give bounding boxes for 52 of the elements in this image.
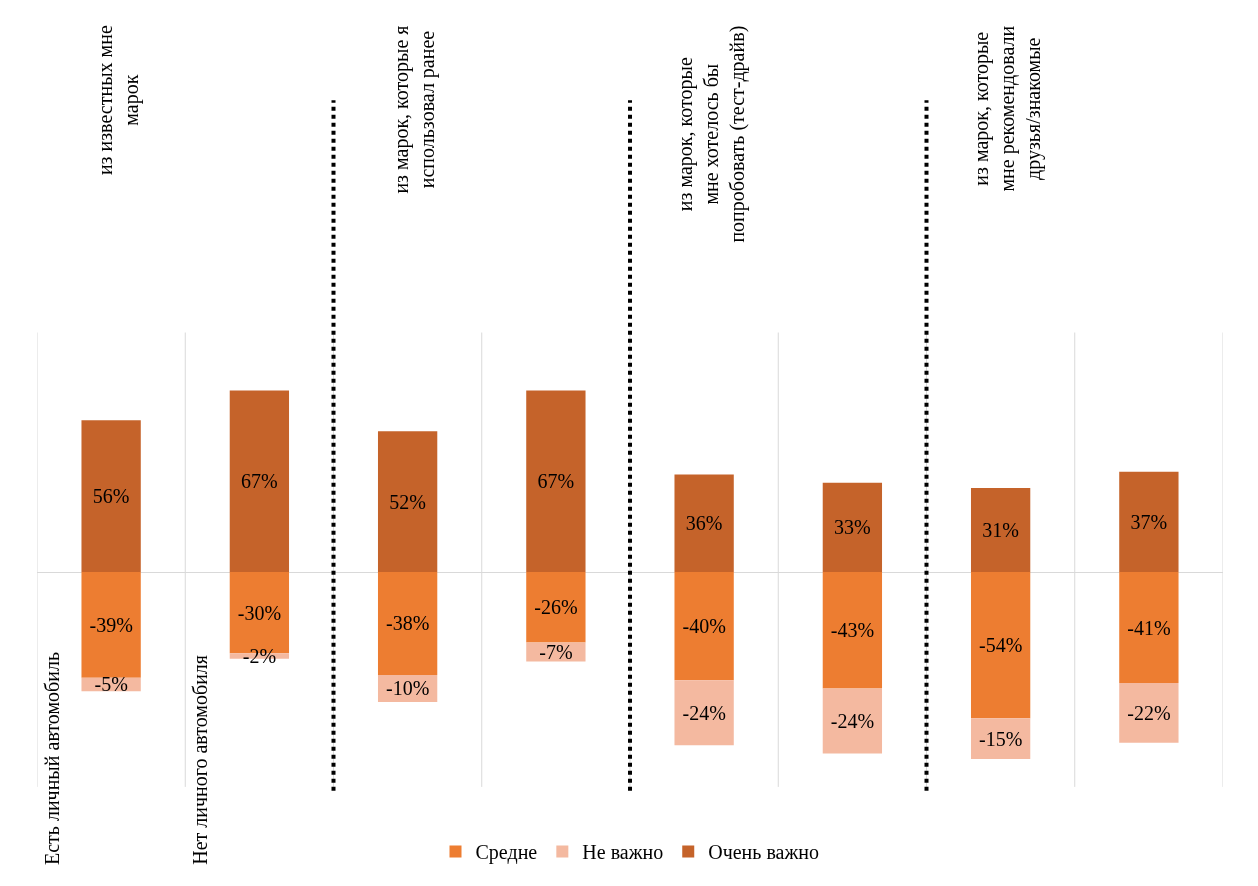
bar bbox=[81, 572, 141, 678]
data-label: -30% bbox=[237, 601, 282, 624]
data-label: 56% bbox=[92, 485, 130, 508]
bar bbox=[674, 572, 734, 681]
data-label: 52% bbox=[389, 490, 426, 513]
legend-label: Не важно bbox=[582, 841, 664, 864]
data-label: -24% bbox=[682, 701, 726, 724]
bar bbox=[526, 572, 586, 643]
data-label: 36% bbox=[685, 512, 723, 535]
data-label: 31% bbox=[982, 519, 1019, 542]
text: из марок, которые мне хотелось бы попробовать (тест-драйв) bbox=[674, 25, 750, 243]
bar bbox=[822, 572, 883, 689]
x-tick-label: Есть личный автомобиль bbox=[40, 651, 63, 866]
text: из марок, которые мне рекомендовали друзья/знакомые bbox=[970, 25, 1046, 192]
bar bbox=[229, 390, 290, 573]
data-label: 33% bbox=[834, 516, 871, 539]
text: из известных мне марок bbox=[93, 25, 143, 176]
data-label: -10% bbox=[385, 677, 430, 700]
bar bbox=[1119, 683, 1179, 743]
x-tick-label: Нет личного автомобиля bbox=[189, 654, 212, 865]
bar bbox=[674, 680, 734, 746]
bar bbox=[970, 718, 1031, 759]
data-label: -7% bbox=[539, 640, 573, 663]
bar bbox=[970, 572, 1031, 719]
bar bbox=[1119, 471, 1179, 573]
bar bbox=[526, 390, 586, 573]
bar bbox=[674, 474, 734, 573]
bar bbox=[822, 482, 883, 573]
data-label: -2% bbox=[242, 644, 277, 667]
data-label: 67% bbox=[537, 470, 575, 493]
bar bbox=[377, 431, 438, 573]
data-label: -54% bbox=[978, 634, 1023, 657]
data-label: -43% bbox=[830, 619, 875, 642]
bar bbox=[377, 572, 438, 675]
data-label: 67% bbox=[241, 470, 278, 493]
bar bbox=[81, 420, 141, 573]
bar bbox=[970, 488, 1031, 573]
data-label: -40% bbox=[682, 615, 726, 638]
legend-label: Очень важно bbox=[708, 841, 820, 864]
data-label: -22% bbox=[1127, 701, 1171, 724]
data-label: -41% bbox=[1127, 616, 1171, 639]
data-label: -15% bbox=[978, 727, 1023, 750]
data-label: -26% bbox=[534, 596, 578, 619]
data-label: -39% bbox=[89, 613, 133, 636]
data-label: -5% bbox=[94, 673, 128, 696]
bar bbox=[1119, 572, 1179, 684]
bar bbox=[822, 688, 883, 754]
data-label: 37% bbox=[1130, 510, 1168, 533]
data-label: -24% bbox=[830, 709, 875, 732]
legend-label: Средне bbox=[475, 841, 538, 865]
data-label: -38% bbox=[385, 612, 430, 635]
text: из марок, которые я использовал ранее bbox=[390, 25, 440, 194]
